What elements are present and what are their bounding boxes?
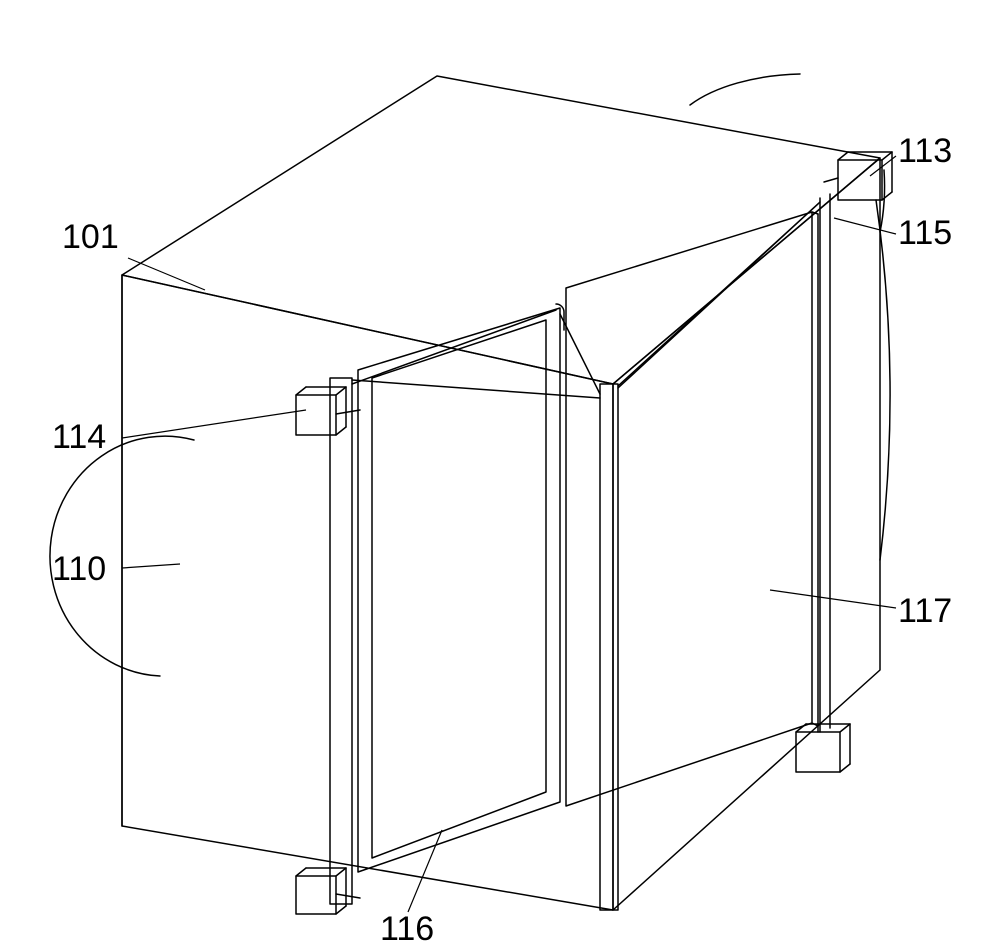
leader-114	[122, 410, 306, 438]
cross-top-left	[352, 380, 600, 398]
label-110: 110	[52, 550, 106, 588]
front-frame	[330, 194, 830, 910]
label-101: 101	[62, 218, 119, 256]
strut-left-b	[352, 310, 556, 384]
technical-figure: 113 115 101 114 110 117 116	[0, 0, 1000, 948]
right-panel-outer	[566, 212, 812, 806]
leader-110	[122, 564, 180, 568]
frame-rail-left	[330, 378, 352, 904]
box-front-face	[122, 275, 613, 910]
right-panel	[566, 212, 818, 806]
label-113: 113	[898, 132, 952, 170]
leaders	[122, 156, 896, 912]
left-panel	[358, 304, 564, 872]
box-top-face	[122, 76, 880, 384]
box-right-face	[613, 158, 880, 910]
corner-blocks	[296, 152, 892, 914]
block-114	[296, 387, 360, 435]
right-panel-edge-t	[812, 212, 818, 214]
left-panel-inner	[372, 320, 546, 858]
block-bl	[296, 868, 360, 914]
box-outline	[122, 76, 880, 910]
label-116: 116	[380, 910, 434, 948]
block-bl-stub	[336, 894, 360, 898]
label-115: 115	[898, 214, 952, 252]
leader-117	[770, 590, 896, 608]
label-114: 114	[52, 418, 106, 456]
cable-115	[876, 200, 890, 560]
labels: 113 115 101 114 110 117 116	[52, 132, 952, 948]
block-113-stub-l	[824, 178, 838, 182]
block-br	[796, 724, 850, 772]
leader-115	[834, 218, 896, 234]
strut-right-a	[618, 204, 818, 386]
frame-rail-mid	[600, 384, 618, 910]
far-port-arc-top	[690, 74, 800, 105]
label-117: 117	[898, 592, 952, 630]
block-114-stub	[336, 410, 360, 414]
